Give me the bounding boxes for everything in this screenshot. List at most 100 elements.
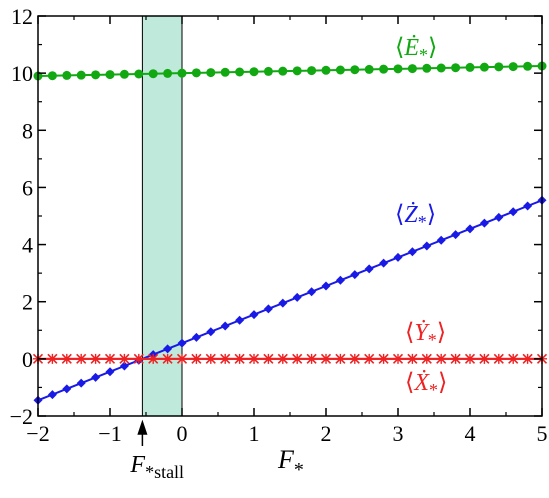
x-tick-label: 2 (321, 421, 332, 446)
data-point (191, 332, 201, 342)
data-point (47, 353, 58, 364)
data-point (277, 353, 288, 364)
ticks-layer (37, 15, 543, 417)
x-tick-label: −1 (98, 421, 121, 446)
data-point (350, 270, 360, 280)
data-point (508, 62, 518, 72)
data-point (220, 67, 230, 77)
series-line (37, 199, 543, 402)
data-point (306, 353, 317, 364)
data-point (220, 353, 231, 364)
data-point (335, 353, 346, 364)
data-point (321, 65, 331, 75)
data-point (451, 63, 461, 73)
data-point (450, 353, 461, 364)
series-layer (32, 61, 548, 405)
x-tick-label: 3 (393, 421, 404, 446)
x-tick-label: 0 (177, 421, 188, 446)
series-label-edot-sub: * (419, 45, 428, 65)
data-point (393, 353, 403, 364)
data-point (235, 67, 245, 77)
stall-label-sub: *stall (145, 462, 184, 482)
series-label-xdot-base: Ẋ (413, 370, 430, 396)
series-label-ydot-base: Ẏ (414, 320, 430, 346)
series-label-xdot: ⟨Ẋ*⟩ (405, 370, 447, 400)
data-point (465, 353, 475, 364)
series-label-ydot-open: ⟨ (405, 320, 414, 346)
x-axis-label-base: F (277, 445, 295, 474)
data-point (105, 70, 115, 80)
series-label-edot: ⟨Ė*⟩ (395, 35, 437, 65)
series-label-zdot: ⟨Ż*⟩ (395, 202, 436, 232)
data-point (379, 258, 389, 268)
data-point (76, 70, 86, 80)
series-label-ydot-sub: * (428, 330, 437, 350)
data-point (76, 353, 87, 364)
data-point (407, 247, 417, 257)
x-axis-label-sub: * (294, 459, 304, 481)
data-point (148, 69, 158, 79)
data-point (436, 353, 447, 364)
data-point (292, 353, 303, 364)
data-point (235, 315, 245, 325)
data-point (163, 68, 173, 78)
data-point (91, 372, 101, 382)
data-point (119, 353, 130, 364)
data-point (522, 353, 533, 364)
data-point (177, 338, 187, 348)
series-label-xdot-open: ⟨ (405, 370, 414, 396)
data-point (292, 292, 302, 302)
data-point (321, 353, 331, 364)
y-tick-label: 6 (22, 175, 33, 200)
data-point (47, 71, 57, 81)
x-axis-label: F* (277, 445, 304, 481)
data-point (263, 304, 273, 314)
data-point (177, 353, 187, 364)
data-point (479, 62, 489, 72)
data-point (465, 62, 475, 72)
data-point (263, 66, 273, 76)
series-label-edot-open: ⟨ (395, 35, 404, 61)
series-label-edot-base: Ė (403, 35, 419, 61)
y-tick-label: 12 (11, 4, 33, 29)
data-point (91, 70, 101, 80)
data-point (206, 68, 216, 78)
data-point (364, 264, 374, 274)
stall-arrow (137, 419, 148, 446)
data-point (508, 353, 519, 364)
data-point (234, 353, 245, 364)
series-1 (33, 195, 547, 405)
x-tick-label: 1 (249, 421, 260, 446)
data-point (494, 212, 504, 222)
x-tick-label: −2 (26, 421, 49, 446)
series-label-zdot-open: ⟨ (395, 202, 404, 228)
series-label-ydot-close: ⟩ (437, 320, 446, 346)
data-point (163, 344, 173, 354)
data-point (162, 353, 173, 364)
data-point (393, 64, 403, 74)
data-point (364, 353, 375, 364)
data-point (105, 367, 115, 377)
x-tick-label: 5 (537, 421, 548, 446)
y-tick-label: −2 (10, 404, 33, 429)
data-point (307, 66, 317, 76)
data-point (249, 353, 259, 364)
stall-label-base: F (129, 452, 145, 478)
data-point (249, 67, 259, 77)
series-label-zdot-base: Ż (404, 202, 418, 228)
data-point (148, 353, 159, 364)
series-label-xdot-sub: * (429, 380, 438, 400)
series-label-ydot: ⟨Ẏ*⟩ (405, 320, 446, 350)
data-point (90, 353, 101, 364)
y-tick-label: 10 (11, 61, 33, 86)
data-point (465, 224, 475, 234)
data-point (523, 201, 533, 211)
data-point (119, 361, 129, 371)
data-point (364, 64, 374, 74)
data-point (62, 70, 72, 80)
series-3 (33, 353, 547, 364)
data-point (61, 353, 72, 364)
data-point (119, 69, 129, 79)
